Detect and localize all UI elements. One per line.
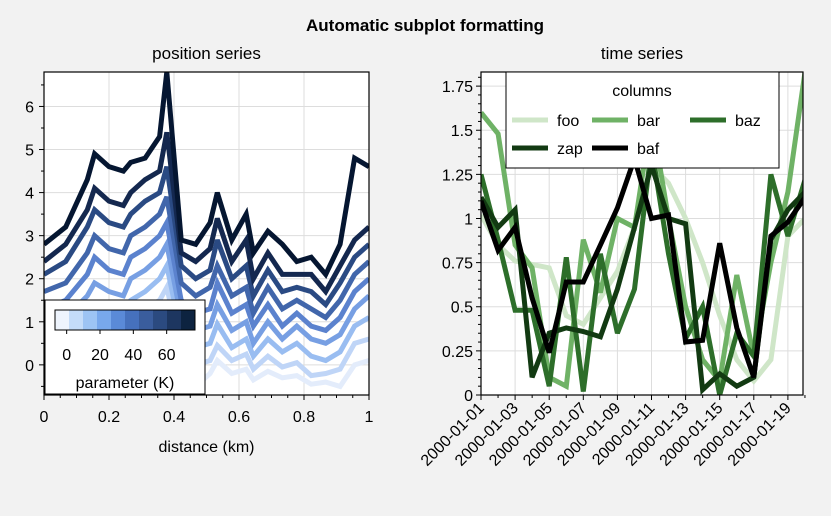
y-tick-label: 6: [25, 99, 34, 116]
y-tick-label: 0.5: [451, 300, 473, 317]
colorbar-swatch: [83, 310, 98, 330]
series-line: [44, 215, 369, 334]
x-tick-label: 0.4: [163, 409, 185, 426]
colorbar-swatch: [181, 310, 196, 330]
x-tick-label: 0.6: [228, 409, 250, 426]
colorbar-tick-label: 60: [158, 347, 176, 364]
legend-title: columns: [612, 83, 672, 100]
position-series-title: position series: [152, 44, 261, 63]
x-tick-label: 0: [40, 409, 49, 426]
y-tick-label: 0.25: [442, 344, 473, 361]
x-axis-label: distance (km): [158, 439, 254, 456]
colorbar-frame: [54, 309, 196, 331]
y-tick-label: 5: [25, 143, 34, 160]
y-tick-label: 1.75: [442, 79, 473, 96]
series-line-baf: [481, 157, 803, 379]
colorbar: 0 20 40 60 parameter (K): [44, 299, 206, 395]
y-tick-label: 3: [25, 229, 34, 246]
colorbar-swatch: [167, 310, 182, 330]
colorbar-swatch: [125, 310, 140, 330]
series-line-baz: [481, 147, 803, 395]
colorbar-swatch: [69, 310, 84, 330]
y-tick-label: 4: [25, 186, 34, 203]
series-line: [44, 72, 369, 279]
legend-label-baf: baf: [637, 141, 660, 158]
colorbar-swatch: [55, 310, 70, 330]
legend-label-foo: foo: [557, 113, 579, 130]
legend-label-bar: bar: [637, 113, 661, 130]
legend: columns foo bar baz zap baf: [505, 71, 780, 169]
legend-label-baz: baz: [735, 113, 761, 130]
y-tick-label: 1: [464, 211, 473, 228]
colorbar-swatch: [111, 310, 126, 330]
series-line: [44, 131, 369, 296]
y-tick-label: 0: [25, 358, 34, 375]
legend-box: [505, 71, 780, 169]
legend-label-zap: zap: [557, 141, 583, 158]
colorbar-swatch: [139, 310, 154, 330]
figure-title: Automatic subplot formatting: [306, 16, 544, 35]
series-line: [44, 195, 369, 321]
colorbar-tick-label: 20: [91, 347, 109, 364]
colorbar-swatch: [153, 310, 168, 330]
y-tick-label: 0: [464, 388, 473, 405]
time-series-title: time series: [601, 44, 683, 63]
colorbar-tick-label: 40: [124, 347, 142, 364]
position-series-axes: 0 0.2 0.4 0.6 0.8 1 0 1 2 3 4 5 6 position series dist…: [25, 44, 373, 456]
y-tick-label: 1.5: [451, 123, 473, 140]
y-tick-label: 1.25: [442, 167, 473, 184]
colorbar-swatch: [97, 310, 112, 330]
x-tick-label: 0.2: [98, 409, 120, 426]
series-line: [44, 166, 369, 309]
y-tick-label: 2: [25, 272, 34, 289]
colorbar-label: parameter (K): [76, 375, 175, 392]
series-line: [44, 237, 369, 349]
series-group: [481, 72, 803, 395]
y-tick-label: 0.75: [442, 256, 473, 273]
colorbar-tick-label: 0: [62, 347, 71, 364]
y-tick-label: 1: [25, 315, 34, 332]
time-series-axes: 2000-01-012000-01-032000-01-052000-01-07…: [418, 44, 806, 470]
series-line-bar: [481, 72, 803, 391]
x-tick-label: 1: [365, 409, 374, 426]
x-tick-label: 0.8: [293, 409, 315, 426]
